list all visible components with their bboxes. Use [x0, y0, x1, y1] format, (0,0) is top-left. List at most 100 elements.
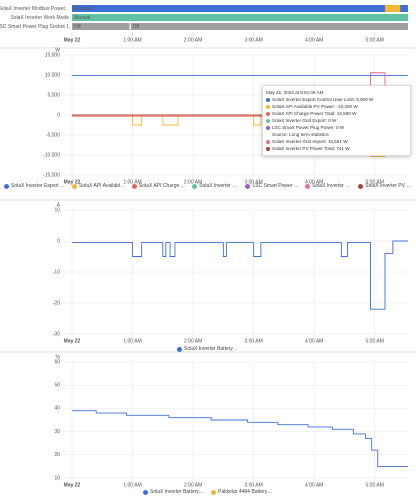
tooltip-line: SolaX Inverter Export Control User Limit… — [266, 96, 407, 103]
legend-item: LSC Smart Power Plug Power — [245, 183, 299, 189]
timeline-state: Off — [74, 24, 81, 30]
y-tick-label: 10 — [54, 475, 60, 481]
timeline-segment — [400, 5, 408, 12]
x-tick-label: 3:00 AM — [244, 37, 262, 43]
tooltip-text: SolaX API Charge Power Total: 10,550 W — [272, 111, 357, 116]
x-tick-label: 1:00 AM — [123, 179, 141, 185]
tooltip-line: SolaX API Charge Power Total: 10,550 W — [266, 110, 407, 117]
legend-label: SolaX Inverter Grid Import — [312, 183, 352, 189]
timeline-label: SolaX Inverter Work Mode — [10, 15, 69, 21]
x-tick-label: 2:00 AM — [184, 338, 202, 344]
legend-swatch — [4, 183, 9, 189]
tooltip-text: SolaX Inverter Export Control User Limit… — [272, 97, 374, 102]
x-tick-label: 3:00 AM — [244, 482, 262, 488]
y-tick-label: -10,000 — [43, 152, 60, 158]
tooltip-swatch — [266, 139, 270, 144]
unit-label: W — [55, 47, 60, 53]
timeline-segment — [130, 23, 409, 30]
legend-item: SolaX Inverter Export Control User Limit — [4, 183, 66, 189]
tooltip-swatch — [266, 133, 270, 137]
tooltip-text: Source: Long term statistics — [272, 132, 329, 137]
timeline-label: SolaX Inverter Modbus Power... — [0, 6, 69, 12]
legend-swatch — [245, 183, 251, 189]
legend-swatch — [211, 489, 216, 495]
legend-swatch — [131, 183, 137, 189]
tooltip-line: LSC Smart Power Plug Power: 0 W — [266, 124, 407, 131]
timeline-segment — [72, 5, 385, 12]
y-tick-label: 10 — [54, 207, 60, 213]
legend-item: SolaX API Charge Power Total — [131, 183, 186, 189]
tooltip-text: SolaX Inverter PV Power Total: 741 W — [272, 146, 350, 151]
tooltip-swatch — [266, 118, 270, 123]
timeline-state: Off — [133, 24, 140, 30]
legend-label: SolaX Inverter Battery Current Charge — [184, 346, 239, 352]
series-line — [72, 240, 408, 310]
legend-swatch — [143, 489, 148, 495]
x-tick-label: 3:00 AM — [244, 179, 262, 185]
series-line — [72, 410, 408, 467]
timeline-segment — [72, 23, 130, 30]
legend-label: LSC Smart Power Plug Power — [252, 183, 299, 189]
timeline-segment — [384, 5, 401, 12]
y-tick-label: 5,000 — [47, 92, 60, 98]
x-tick-label: 5:00 AM — [366, 179, 384, 185]
x-tick-label: 2:00 AM — [184, 37, 202, 43]
legend-swatch — [72, 183, 77, 189]
x-tick-label: May 22 — [64, 482, 81, 488]
timeline-label: LSC Smart Power Plug Socket 1 — [0, 24, 69, 30]
legend-label: SolaX Inverter Export Control User Limit — [11, 183, 66, 189]
tooltip: May 22, 2023 at 5:01:06 AM SolaX Inverter… — [262, 85, 411, 156]
tooltip-title: May 22, 2023 at 5:01:06 AM — [266, 90, 324, 95]
x-tick-label: 4:00 AM — [305, 338, 323, 344]
tooltip-line: Source: Long term statistics — [266, 131, 407, 138]
legend-swatch — [305, 183, 311, 189]
tooltip-text: SolaX Inverter Grid Export: 0 W — [272, 118, 337, 123]
x-tick-label: 5:00 AM — [366, 338, 384, 344]
legend-item: SolaX API Available PV Power — [72, 183, 126, 189]
y-tick-label: -10 — [53, 269, 60, 275]
legend-swatch — [192, 183, 198, 189]
tooltip-text: SolaX API Available PV Power: -10,400 W — [272, 104, 358, 109]
legend-label: SolaX API Charge Power Total — [138, 183, 186, 189]
tooltip-line: SolaX Inverter Grid Import: 10,551 W — [266, 138, 407, 145]
legend-item: SolaX Inverter Battery Capacity — [143, 489, 205, 495]
legend-label: Pakkelar 4484 Battery Charge Level — [218, 489, 273, 495]
tooltip-swatch — [266, 125, 270, 130]
timeline-state: Manual — [74, 15, 90, 21]
tooltip-line: SolaX Inverter Grid Export: 0 W — [266, 117, 407, 124]
tooltip-swatch — [266, 104, 270, 109]
legend-label: SolaX Inverter Grid Export — [199, 183, 239, 189]
legend-item: SolaX Inverter Battery Current Charge — [177, 346, 239, 352]
legend: SolaX Inverter Export Control User Limit… — [4, 183, 412, 189]
tooltip-line: SolaX Inverter PV Power Total: 741 W — [266, 145, 407, 152]
legend-item: Pakkelar 4484 Battery Charge Level — [211, 489, 273, 495]
x-tick-label: 1:00 AM — [123, 482, 141, 488]
unit-label: % — [56, 354, 61, 360]
y-tick-label: 30 — [54, 429, 60, 435]
tooltip-text: LSC Smart Power Plug Power: 0 W — [272, 125, 345, 130]
x-tick-label: May 22 — [64, 179, 81, 185]
legend-swatch — [358, 183, 364, 189]
y-tick-label: 40 — [54, 406, 60, 412]
x-tick-label: 5:00 AM — [366, 482, 384, 488]
y-tick-label: 15,000 — [45, 52, 61, 58]
legend-label: SolaX Inverter Battery Capacity — [150, 489, 205, 495]
x-tick-label: 1:00 AM — [123, 338, 141, 344]
legend: SolaX Inverter Battery Capacity Pakkelar … — [0, 489, 416, 495]
y-tick-label: -30 — [53, 331, 60, 337]
y-tick-label: 10,000 — [45, 72, 61, 78]
tooltip-swatch — [266, 146, 270, 151]
y-tick-label: 60 — [54, 359, 60, 365]
x-tick-label: 2:00 AM — [184, 482, 202, 488]
x-tick-label: 4:00 AM — [305, 37, 323, 43]
y-tick-label: 0 — [57, 238, 60, 244]
unit-label: A — [57, 202, 61, 208]
y-tick-label: -15,000 — [43, 172, 60, 178]
legend: SolaX Inverter Battery Current Charge — [0, 346, 416, 352]
tooltip-swatch — [266, 111, 270, 116]
legend-label: SolaX API Available PV Power — [79, 183, 126, 189]
y-tick-label: 0 — [57, 112, 60, 118]
x-tick-label: May 22 — [64, 338, 81, 344]
